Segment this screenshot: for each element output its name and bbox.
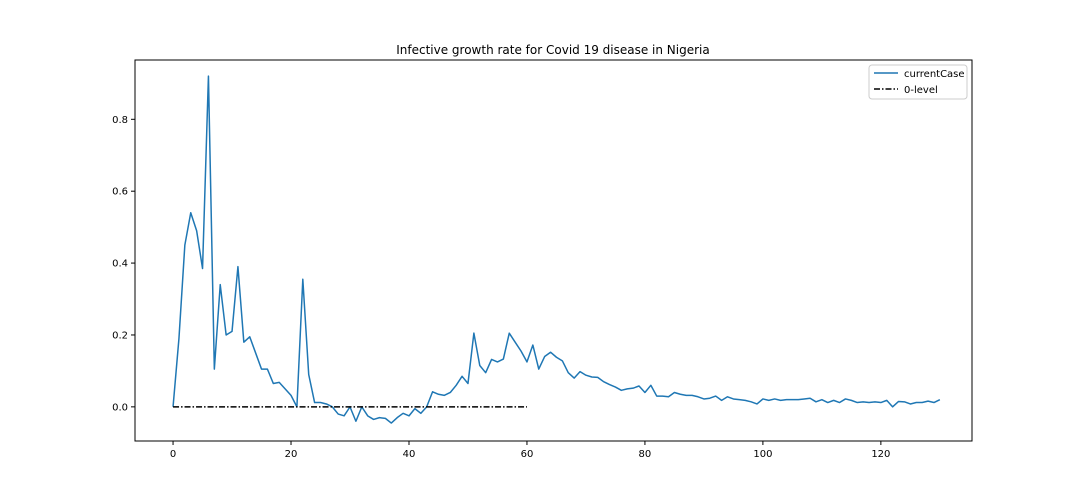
x-tick-label: 20 bbox=[285, 449, 298, 460]
x-tick-label: 0 bbox=[170, 449, 176, 460]
y-tick-label: 0.0 bbox=[112, 402, 128, 413]
x-tick-label: 40 bbox=[403, 449, 416, 460]
y-tick-label: 0.4 bbox=[112, 259, 128, 270]
x-tick-label: 80 bbox=[639, 449, 652, 460]
x-axis: 0 20 40 60 80 100 120 bbox=[170, 441, 890, 460]
y-axis: 0.0 0.2 0.4 0.6 0.8 bbox=[112, 115, 135, 413]
legend: currentCase 0-level bbox=[868, 64, 968, 100]
legend-label-zero-level: 0-level bbox=[904, 85, 938, 96]
x-tick-label: 120 bbox=[871, 449, 890, 460]
chart-title: Infective growth rate for Covid 19 disea… bbox=[396, 43, 710, 57]
axes-frame bbox=[134, 59, 973, 442]
y-tick-label: 0.2 bbox=[112, 330, 128, 341]
legend-label-currentcase: currentCase bbox=[904, 69, 965, 80]
x-tick-label: 100 bbox=[753, 449, 772, 460]
series-line-currentcase bbox=[172, 75, 941, 424]
y-tick-label: 0.8 bbox=[112, 115, 128, 126]
x-tick-label: 60 bbox=[521, 449, 534, 460]
y-tick-label: 0.6 bbox=[112, 187, 128, 198]
plot-area bbox=[172, 75, 941, 424]
